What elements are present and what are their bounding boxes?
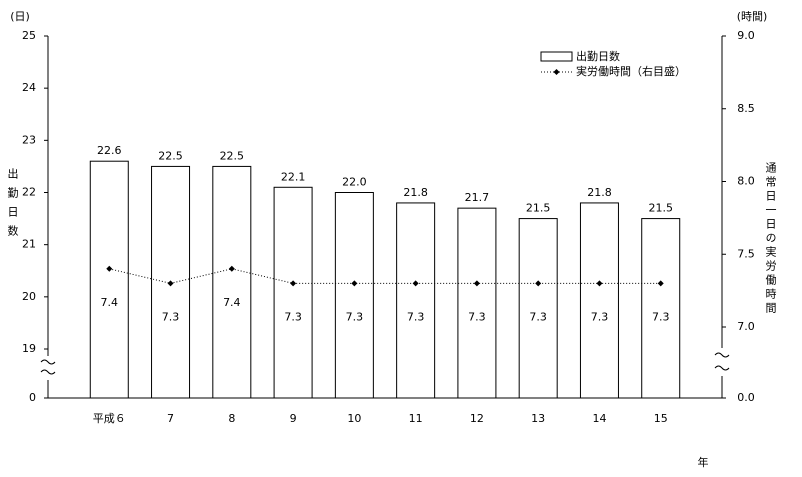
y-tick-label: 23: [22, 133, 36, 146]
x-tick-label: 8: [228, 412, 235, 425]
x-tick-label: 11: [409, 412, 423, 425]
line-value-label: 7.3: [529, 310, 547, 323]
bar: [579, 202, 619, 399]
x-tick-label: 10: [347, 412, 361, 425]
y-tick-label: 24: [22, 81, 36, 94]
y-tick-label: 0: [29, 391, 36, 404]
y2-tick-label: 8.5: [737, 102, 755, 115]
y2-unit: (時間): [737, 10, 768, 23]
bar-value-label: 21.5: [526, 202, 551, 215]
line-value-label: 7.3: [407, 310, 425, 323]
break-gap: [714, 348, 730, 376]
line-value-label: 7.3: [652, 310, 670, 323]
y-tick-label: 22: [22, 186, 36, 199]
legend-swatch: [540, 51, 573, 62]
bar-value-label: 22.0: [342, 176, 367, 189]
y-tick-label: 20: [22, 290, 36, 303]
bar-value-label: 21.5: [648, 202, 673, 215]
x-tick-label: 13: [531, 412, 545, 425]
legend-label: 出勤日数: [576, 49, 620, 63]
y2-tick-label: 8.0: [737, 175, 755, 188]
x-tick-label: 14: [592, 412, 606, 425]
x-tick-label: 9: [290, 412, 297, 425]
line: [109, 268, 661, 284]
y-tick-label: 19: [22, 342, 36, 355]
line-value-label: 7.3: [468, 310, 486, 323]
line-marker: [596, 280, 603, 287]
line-marker: [228, 265, 235, 272]
bar: [334, 192, 374, 399]
bar-value-label: 21.8: [403, 186, 428, 199]
line-marker: [535, 280, 542, 287]
x-tick-label: 12: [470, 412, 484, 425]
x-tick-label: 15: [654, 412, 668, 425]
x-axis-label: 年: [698, 455, 709, 469]
bar-value-label: 22.5: [158, 149, 183, 162]
x-tick-label: 7: [167, 412, 174, 425]
bar-value-label: 21.8: [587, 186, 612, 199]
x-tick-label: 平成６: [93, 412, 126, 425]
bar: [641, 218, 681, 399]
bar: [396, 202, 436, 399]
y-tick-label: 25: [22, 29, 36, 42]
bar: [518, 218, 558, 399]
break-gap: [40, 356, 56, 380]
line-value-label: 7.3: [162, 310, 180, 323]
axis-break: [40, 352, 730, 375]
line-marker: [412, 280, 419, 287]
line-marker: [657, 280, 664, 287]
line-value-label: 7.3: [346, 310, 364, 323]
y-axis-label: 出勤日数: [6, 167, 19, 244]
bar-value-label: 22.6: [97, 144, 122, 157]
y2-tick-label: 7.0: [737, 320, 755, 333]
bar: [212, 165, 252, 399]
line-value-label: 7.3: [591, 310, 609, 323]
line-marker: [473, 280, 480, 287]
y2-tick-label: 0.0: [737, 391, 755, 404]
y2-axis-label: 通常日一日の実労働時間: [764, 162, 777, 316]
y2-tick-label: 9.0: [737, 29, 755, 42]
line-marker: [167, 280, 174, 287]
line-value-label: 7.4: [101, 296, 119, 309]
legend-label: 実労働時間（右目盛）: [576, 64, 686, 78]
bar-value-label: 22.5: [220, 149, 245, 162]
line-marker: [106, 265, 113, 272]
legend-marker: [553, 69, 560, 75]
y-tick-label: 21: [22, 238, 36, 251]
line-value-label: 7.4: [223, 296, 241, 309]
bar: [89, 160, 129, 399]
bar: [273, 186, 313, 399]
bar-value-label: 22.1: [281, 170, 306, 183]
y2-tick-label: 7.5: [737, 247, 755, 260]
bar-value-label: 21.7: [465, 191, 490, 204]
y-unit: (日): [10, 10, 30, 23]
line-marker: [290, 280, 297, 287]
line-marker: [351, 280, 358, 287]
line-value-label: 7.3: [284, 310, 302, 323]
bar: [457, 207, 497, 399]
